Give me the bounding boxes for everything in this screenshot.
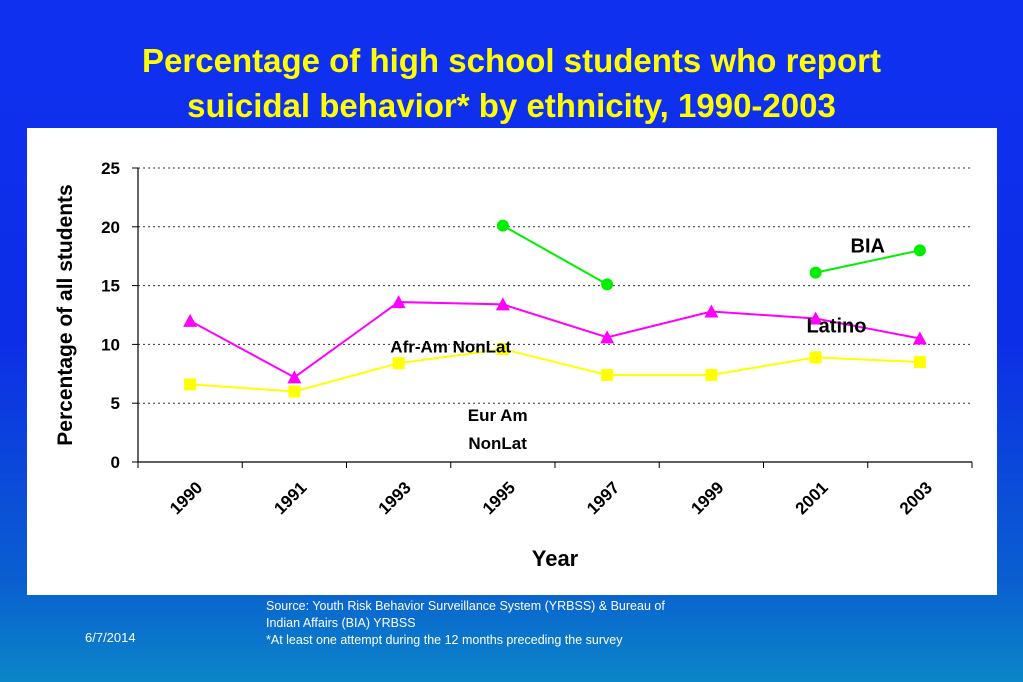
slide-date: 6/7/2014 [85, 630, 136, 645]
data-point-bia [913, 244, 926, 257]
x-tick-label: 2001 [792, 478, 832, 518]
data-point-latino [287, 370, 302, 384]
data-point-latino [600, 330, 615, 344]
data-point-afr-am-nonlat [809, 351, 822, 364]
data-point-afr-am-nonlat [913, 356, 926, 369]
line-chart: 0 5 10 15 20 25 1990 1991 1993 1995 1997 1999 2001 20… [54, 159, 973, 571]
x-tick-label: 1999 [687, 478, 727, 518]
annotation-latino: Latino [806, 316, 866, 338]
data-point-bia [496, 219, 509, 232]
data-point-afr-am-nonlat [184, 378, 197, 391]
series-line-bia [502, 224, 608, 286]
data-point-latino [495, 297, 510, 311]
data-point-latino [704, 304, 719, 318]
series-line-bia [815, 249, 921, 274]
title-line-1: Percentage of high school students who r… [142, 42, 881, 79]
x-tick-label: 1997 [583, 478, 623, 518]
series-line-latino [189, 301, 921, 379]
y-tick-label: 10 [101, 335, 120, 354]
annotation-nonlat: NonLat [468, 434, 527, 453]
data-point-latino [391, 295, 406, 309]
x-tick-label: 2003 [896, 478, 936, 518]
y-axis-title: Percentage of all students [54, 184, 77, 445]
x-tick-label: 1990 [166, 478, 206, 518]
data-point-bia [809, 266, 822, 279]
data-point-latino [183, 313, 198, 327]
source-note: Source: Youth Risk Behavior Surveillance… [266, 598, 786, 649]
data-point-bia [601, 278, 614, 291]
y-tick-label: 20 [101, 218, 120, 237]
x-tick-label: 1991 [270, 478, 310, 518]
annotation-bia: BIA [851, 236, 885, 258]
data-point-afr-am-nonlat [705, 368, 718, 381]
y-tick-label: 25 [101, 159, 120, 178]
data-point-afr-am-nonlat [392, 357, 405, 370]
annotation-eur-am: Eur Am [468, 406, 528, 425]
data-point-latino [808, 311, 823, 325]
data-point-latino [912, 331, 927, 345]
annotation-afr-am-nonlat: Afr-Am NonLat [390, 338, 511, 357]
title-line-2: suicidal behavior* by ethnicity, 1990-20… [187, 87, 836, 124]
data-point-afr-am-nonlat [288, 385, 301, 398]
x-axis-title: Year [532, 546, 579, 571]
source-line-3: *At least one attempt during the 12 mont… [266, 633, 623, 647]
series-line-afr-am-nonlat [190, 348, 920, 393]
x-tick-label: 1993 [375, 478, 415, 518]
data-point-afr-am-nonlat [601, 368, 614, 381]
y-tick-label: 5 [111, 394, 120, 413]
y-tick-label: 0 [111, 453, 120, 472]
y-tick-label: 15 [101, 277, 120, 296]
source-line-1: Source: Youth Risk Behavior Surveillance… [266, 599, 665, 613]
data-point-afr-am-nonlat [496, 343, 509, 356]
x-tick-label: 1995 [479, 478, 519, 518]
source-line-2: Indian Affairs (BIA) YRBSS [266, 616, 416, 630]
slide-title: Percentage of high school students who r… [0, 38, 1023, 128]
chart-panel: 0 5 10 15 20 25 1990 1991 1993 1995 1997 1999 2001 20… [27, 128, 997, 595]
